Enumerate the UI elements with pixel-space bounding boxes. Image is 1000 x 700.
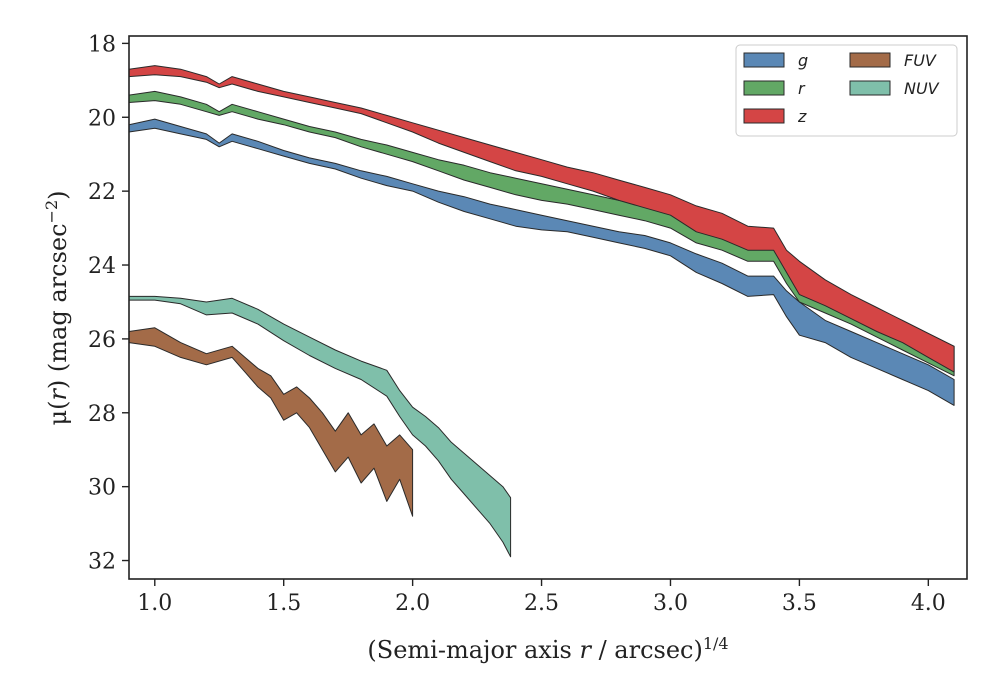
x-axis-title-exponent: 1/4 <box>703 634 729 653</box>
series-band-r <box>128 90 955 377</box>
y-axis-ticks: 18 20 22 24 26 28 30 32 <box>88 32 129 575</box>
legend-swatch-nuv <box>849 80 891 96</box>
y-tick-label: 26 <box>88 328 116 353</box>
y-axis-title-suffix: ) (mag arcsec <box>44 223 72 389</box>
x-tick-label: 3.5 <box>782 591 817 616</box>
legend-swatch-r <box>743 80 785 96</box>
series-band-g <box>128 118 955 406</box>
x-axis-title: (Semi-major axis r / arcsec)1/4 <box>367 634 728 665</box>
y-tick-label: 24 <box>88 254 116 279</box>
y-axis-title-exponent: −2 <box>42 200 61 224</box>
y-tick-label: 32 <box>88 550 116 575</box>
x-axis-title-suffix: / arcsec) <box>591 636 703 664</box>
y-tick-label: 30 <box>88 476 116 501</box>
series-band-z <box>128 65 955 373</box>
legend-label-r: r <box>798 79 806 98</box>
y-tick-label: 20 <box>88 106 116 131</box>
x-tick-label: 1.5 <box>266 591 301 616</box>
legend: grz FUV NUV <box>735 44 958 137</box>
legend-swatch-z <box>743 108 785 124</box>
y-tick-label: 22 <box>88 180 116 205</box>
series-layer <box>128 65 955 558</box>
legend-label-nuv: NUV <box>904 79 940 98</box>
x-tick-label: 3.0 <box>653 591 688 616</box>
y-tick-label: 28 <box>88 402 116 427</box>
legend-label-fuv: FUV <box>904 51 937 70</box>
x-tick-label: 4.0 <box>911 591 946 616</box>
series-band-fuv <box>128 327 414 517</box>
x-tick-label: 1.0 <box>137 591 172 616</box>
x-tick-label: 2.0 <box>395 591 430 616</box>
y-axis-title: μ(r) (mag arcsec−2) <box>42 190 73 425</box>
y-axis-title-prefix: μ( <box>44 401 72 426</box>
legend-label-z: z <box>797 107 807 126</box>
x-axis-title-var: r <box>579 636 592 664</box>
x-axis-title-prefix: (Semi-major axis <box>367 636 579 664</box>
y-axis-title-var: r <box>44 388 72 401</box>
legend-swatch-fuv <box>849 52 891 68</box>
legend-frame <box>735 44 958 137</box>
x-axis-ticks: 1.0 1.5 2.0 2.5 3.0 3.5 4.0 <box>137 579 946 616</box>
y-tick-label: 18 <box>88 32 116 57</box>
plot-frame <box>128 35 968 580</box>
series-band-nuv <box>128 295 512 558</box>
legend-label-g: g <box>798 51 808 70</box>
y-axis-title-end: ) <box>44 190 72 199</box>
legend-swatch-g <box>743 52 785 68</box>
x-tick-label: 2.5 <box>524 591 559 616</box>
